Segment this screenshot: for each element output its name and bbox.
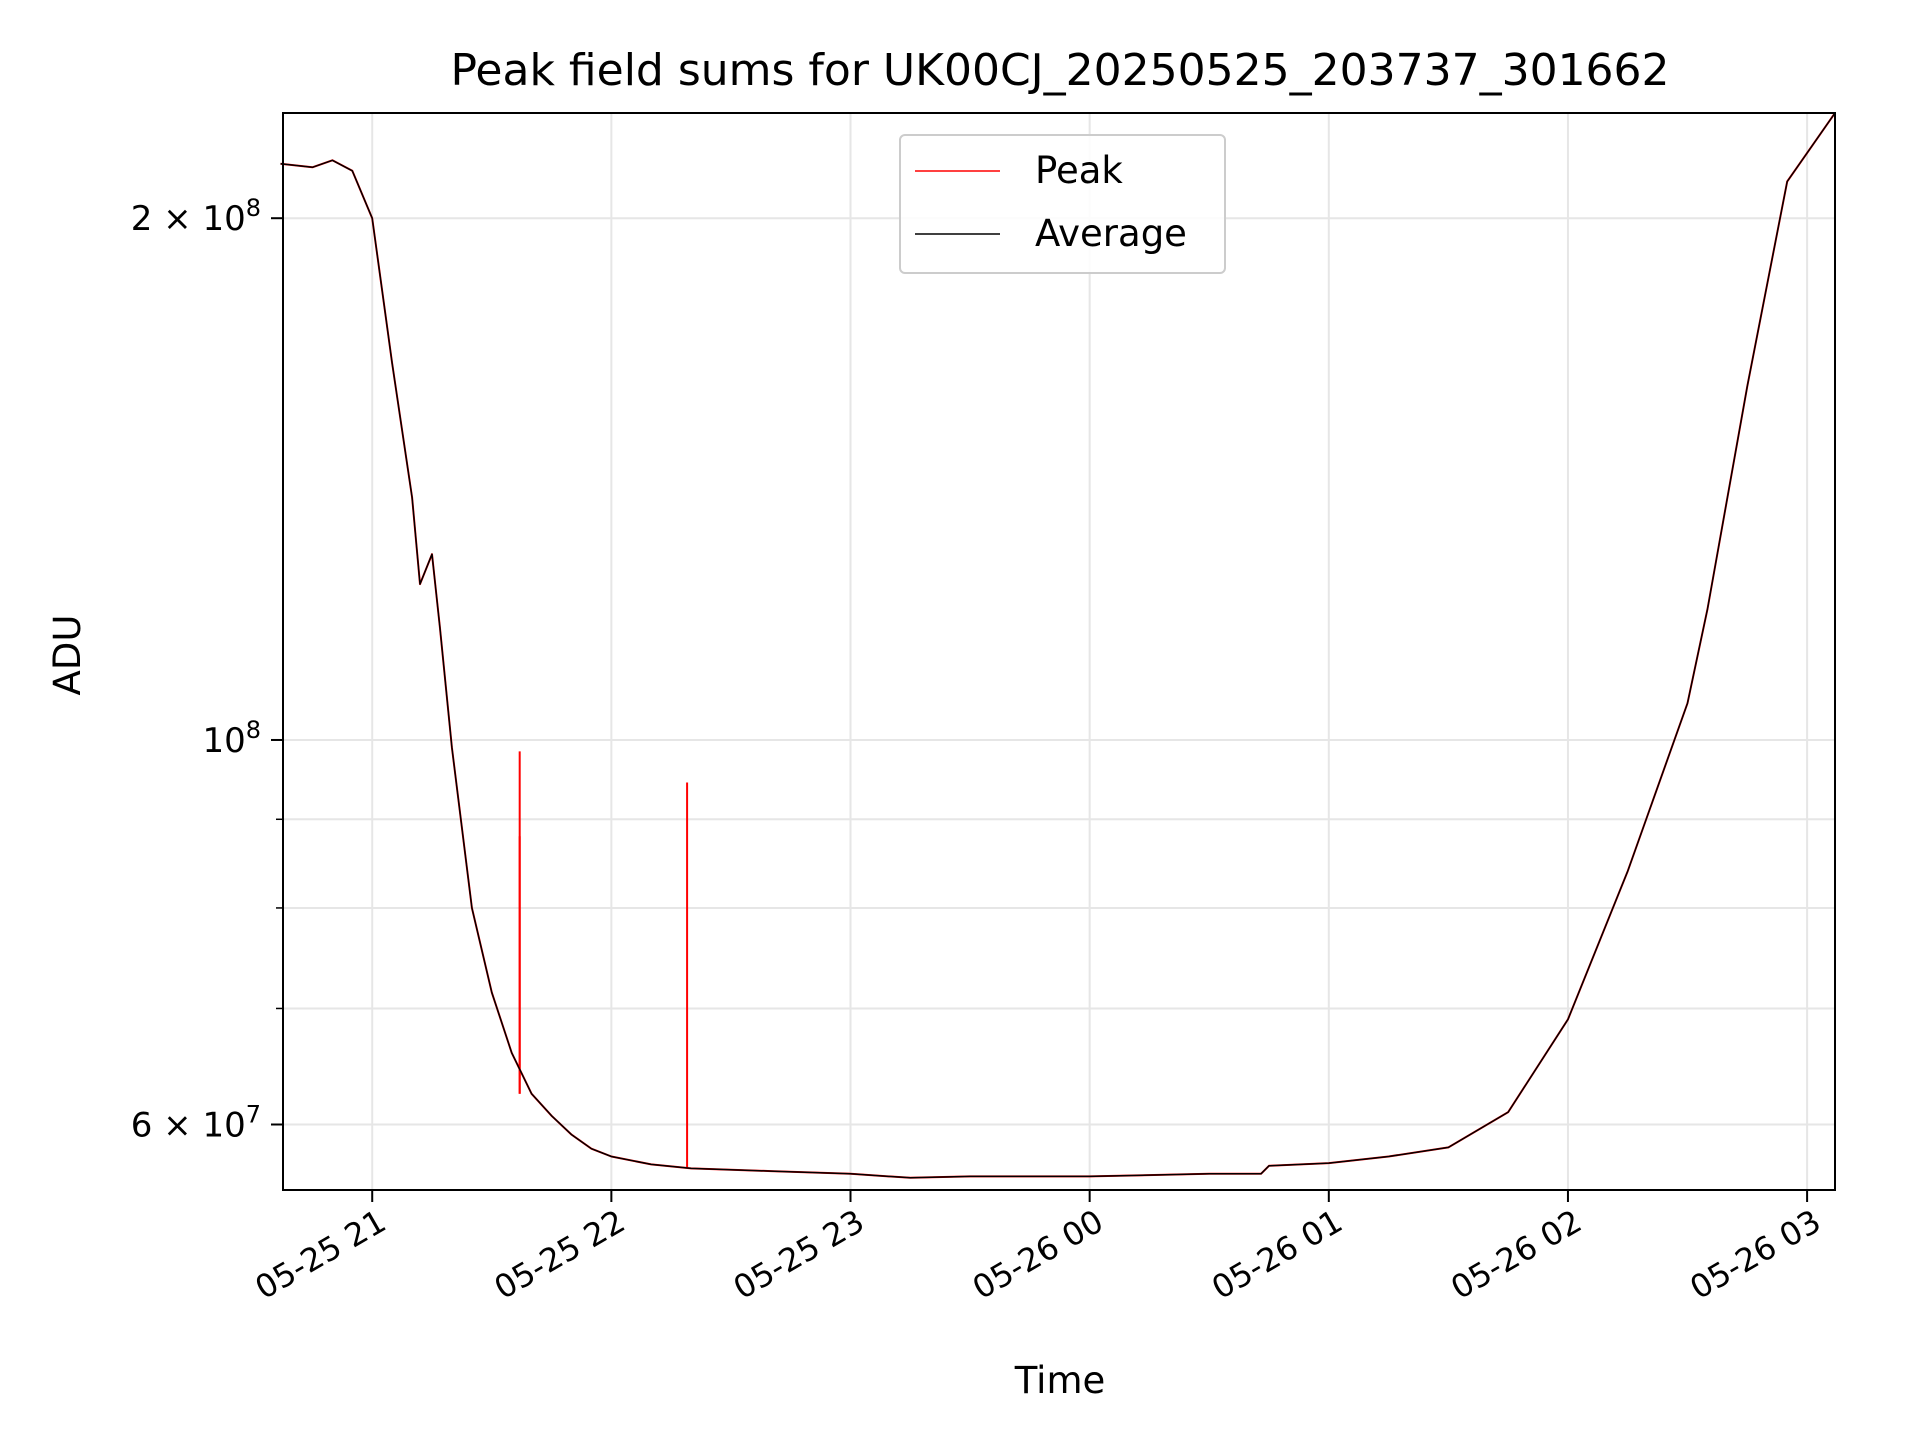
series-layer <box>280 112 1836 1179</box>
y-tick-label: 2 × 108 <box>131 194 261 239</box>
legend-average-label: Average <box>1035 212 1187 255</box>
legend-peak-label: Peak <box>1035 149 1123 192</box>
y-tick-label: 6 × 107 <box>131 1101 261 1146</box>
y-tick-label: 108 <box>202 716 261 761</box>
legend: Peak Average <box>899 134 1226 274</box>
grid <box>283 113 1835 1190</box>
chart-title: Peak field sums for UK00CJ_20250525_2037… <box>450 45 1669 96</box>
x-axis-label: Time <box>1014 1359 1106 1402</box>
y-axis-label: ADU <box>46 615 89 696</box>
legend-box <box>899 134 1226 274</box>
series-line-average <box>280 112 1836 1179</box>
plot-frame <box>282 112 1836 1191</box>
